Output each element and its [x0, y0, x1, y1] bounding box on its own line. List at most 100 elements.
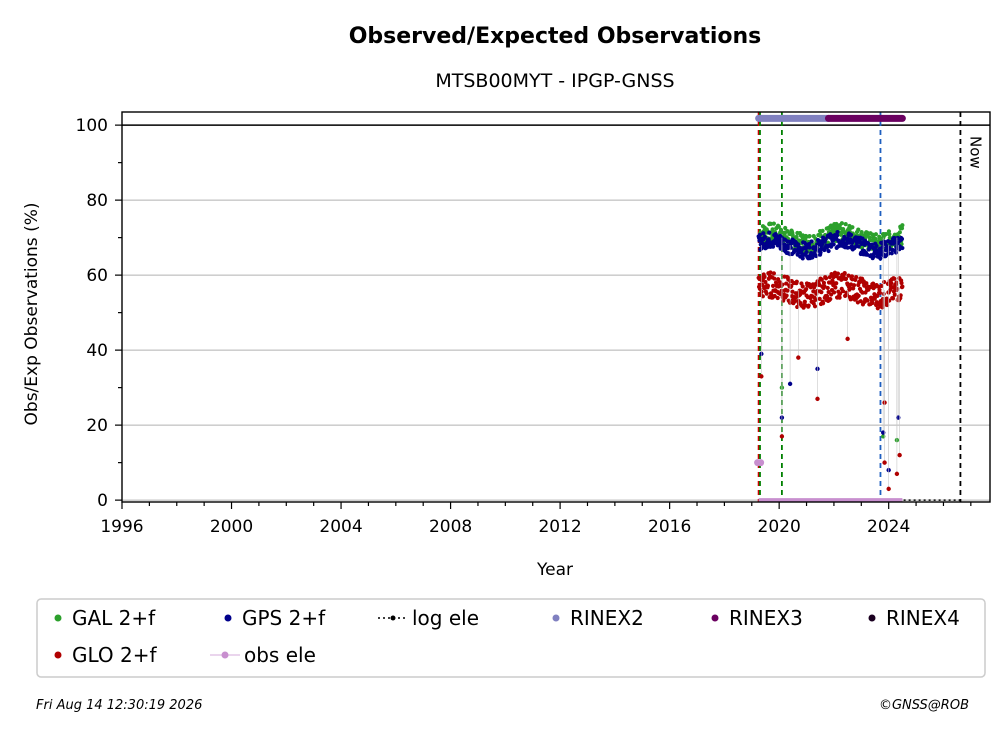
data-point [890, 296, 896, 301]
data-point [883, 232, 889, 237]
data-point [895, 286, 900, 291]
data-point [770, 244, 776, 249]
data-point [889, 251, 894, 256]
data-point [879, 283, 884, 289]
outlier-point [845, 336, 850, 342]
legend-label: GLO 2+f [72, 643, 158, 667]
data-point [900, 223, 905, 228]
data-point [839, 221, 844, 226]
data-point [806, 303, 811, 308]
data-point [900, 284, 905, 289]
data-point [872, 296, 877, 301]
data-point [835, 229, 840, 235]
data-point [809, 239, 814, 244]
legend-label: RINEX4 [886, 606, 960, 630]
data-point [811, 289, 816, 294]
data-point [880, 245, 885, 250]
outlier-point [882, 460, 887, 465]
data-point [818, 250, 823, 255]
y-tick-label-20: 20 [86, 416, 108, 436]
legend-box [36, 598, 986, 678]
data-point [813, 297, 818, 302]
data-point [865, 298, 870, 303]
x-tick-label-2016: 2016 [648, 517, 691, 537]
data-point [832, 290, 837, 295]
data-point [848, 286, 853, 291]
data-point [887, 232, 892, 237]
data-point [885, 302, 890, 308]
data-point [757, 232, 762, 237]
outlier-point [897, 452, 902, 458]
legend-label: RINEX2 [570, 606, 644, 630]
data-point [819, 277, 824, 282]
legend-marker [711, 614, 719, 622]
data-point [887, 287, 893, 293]
data-point [802, 299, 807, 304]
data-point [767, 230, 772, 235]
data-point [843, 222, 848, 227]
data-point [790, 289, 795, 294]
data-point [871, 254, 877, 259]
data-point [834, 221, 839, 227]
x-axis-label: Year [536, 560, 573, 580]
data-point [771, 271, 776, 276]
data-point [898, 293, 903, 298]
legend-marker [54, 651, 62, 659]
data-point [772, 276, 777, 281]
data-point [820, 242, 825, 247]
data-point [894, 280, 899, 285]
data-point [842, 270, 847, 276]
data-point [856, 293, 861, 298]
data-point [856, 227, 861, 232]
data-point [854, 275, 859, 280]
data-point [900, 245, 905, 251]
data-point [877, 287, 882, 292]
data-point [804, 287, 809, 292]
data-point [882, 279, 887, 285]
outlier-point [759, 374, 764, 379]
y-tick-label-60: 60 [86, 266, 108, 286]
series-gps-2-f [756, 229, 905, 261]
data-point [889, 281, 894, 286]
data-point [780, 282, 785, 287]
data-point [833, 285, 838, 290]
data-point [864, 281, 869, 286]
data-point [770, 227, 775, 232]
data-point [765, 283, 771, 288]
data-point [848, 232, 854, 237]
data-point [828, 296, 833, 302]
data-point [761, 231, 766, 236]
footer-timestamp: Fri Aug 14 12:30:19 2026 [36, 698, 202, 713]
data-point [807, 245, 812, 250]
data-point [775, 295, 780, 301]
data-point [768, 270, 773, 275]
outlier-point [894, 471, 900, 477]
data-point [804, 249, 809, 255]
series-glo-2-f [756, 270, 905, 311]
legend-entry-rinex4: RINEX4 [868, 606, 960, 630]
data-point [819, 290, 824, 295]
x-tick-label-2004: 2004 [319, 517, 362, 537]
legend-marker [224, 614, 232, 622]
data-point [800, 284, 805, 289]
data-point [851, 283, 857, 288]
legend: GAL 2+f GPS 2+f log ele RINEX2 RINEX3 RINEX4 G… [36, 598, 986, 678]
data-point [817, 296, 822, 301]
data-point [834, 233, 840, 238]
data-point [873, 232, 879, 237]
data-point [887, 298, 892, 303]
legend-entry-glo-2-f: GLO 2+f [54, 643, 158, 667]
data-point [770, 283, 776, 288]
data-point [867, 238, 873, 243]
data-point [822, 284, 827, 289]
data-point [794, 279, 799, 284]
data-point [823, 237, 828, 242]
y-tick-label-100: 100 [76, 116, 108, 136]
legend-entry-log-ele: log ele [378, 606, 479, 630]
chart-title: Observed/Expected Observations [349, 24, 762, 49]
x-tick-label-2024: 2024 [867, 517, 910, 537]
data-point [850, 225, 855, 230]
plot-frame [121, 111, 991, 503]
data-point [834, 281, 839, 286]
legend-marker [54, 614, 62, 622]
